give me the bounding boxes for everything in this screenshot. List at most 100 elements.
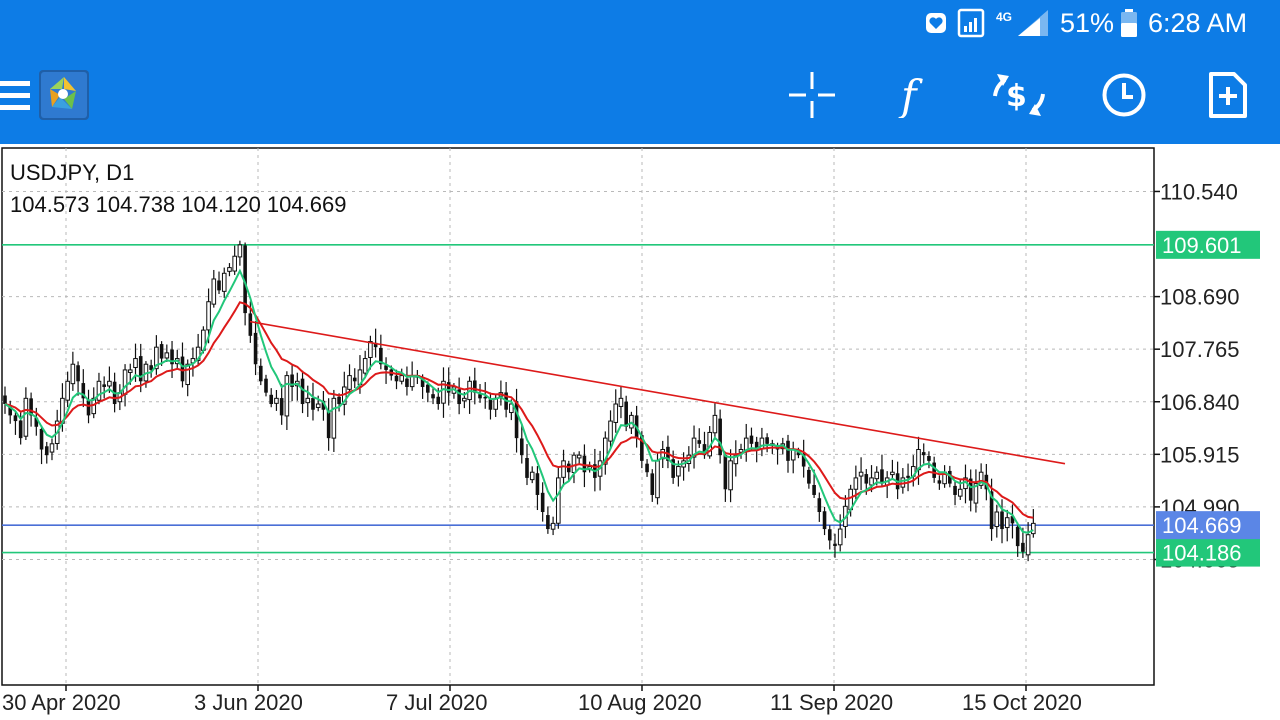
candle-body-bull: [874, 471, 880, 480]
candle-body-bear: [1021, 542, 1025, 552]
candle-body-bull: [65, 380, 70, 401]
candle: [660, 440, 666, 469]
candle-body-bear: [373, 342, 378, 348]
candle-body-bear: [394, 375, 399, 382]
candle-body-bull: [237, 244, 243, 258]
candle-body-bull: [571, 454, 577, 474]
chart-symbol: USDJPY, D1: [10, 160, 134, 185]
candle: [473, 367, 477, 405]
candle: [138, 343, 143, 393]
candle-body-bear: [765, 437, 769, 444]
time-axis: 30 Apr 2020 3 Jun 2020 7 Jul 2020 10 Aug 20…: [2, 685, 1082, 715]
candle: [837, 514, 843, 552]
candle-body-bear: [1015, 526, 1020, 547]
candle: [927, 451, 931, 469]
candle: [921, 443, 926, 464]
new-order-button[interactable]: [1183, 46, 1273, 144]
candle-body-bear: [258, 365, 263, 382]
candle-body-bull: [221, 272, 227, 292]
sim-icon: [956, 0, 986, 46]
candle: [738, 443, 744, 459]
candle-body-bear: [102, 384, 106, 387]
candle-body-bull: [1025, 534, 1031, 556]
candle-body-bull: [994, 511, 1000, 528]
price-chart[interactable]: 110.540108.690107.765106.840105.915104.9…: [0, 144, 1280, 720]
candle: [399, 368, 405, 385]
candle-body-bull: [550, 522, 556, 530]
candle: [217, 271, 221, 294]
candle-body-bear: [718, 418, 722, 456]
moving-averages: [4, 268, 1034, 534]
candle-body-bear: [937, 480, 942, 484]
candle: [906, 463, 910, 492]
candle: [258, 358, 263, 386]
dollar-exchange-icon: $: [993, 74, 1045, 116]
timeframe-button[interactable]: [1079, 46, 1169, 144]
candle-body-bull: [133, 358, 138, 368]
candle-body-bear: [927, 456, 931, 461]
candle-body-bull: [561, 460, 566, 478]
candle-body-bear: [932, 462, 936, 478]
candle: [880, 454, 884, 487]
hamburger-menu-icon[interactable]: [0, 46, 50, 144]
candle: [723, 451, 728, 502]
trade-button[interactable]: $: [974, 46, 1064, 144]
fast-moving-average: [4, 268, 1034, 534]
candle: [801, 439, 806, 478]
candle: [441, 367, 446, 418]
candle-body-bear: [478, 394, 482, 399]
candle-body-bear: [519, 438, 524, 456]
candle-body-bear: [300, 378, 305, 405]
candle-body-bull: [493, 397, 498, 410]
toolbar: f $: [0, 46, 1280, 144]
candle-body-bear: [645, 463, 649, 473]
candle-body-bull: [284, 375, 290, 417]
candle-body-bear: [248, 313, 253, 336]
candle-body-bear: [180, 356, 185, 382]
candle: [426, 381, 430, 403]
candle-body-bull: [206, 301, 211, 331]
candle: [279, 383, 284, 425]
candle-body-bear: [311, 398, 315, 410]
candle-body-bear: [817, 498, 822, 513]
crosshair-button[interactable]: [767, 46, 857, 144]
candle: [331, 389, 337, 452]
candle-body-bull: [368, 341, 373, 358]
candle: [269, 388, 274, 408]
y-tick-label: 107.765: [1160, 337, 1240, 362]
candle: [164, 344, 170, 362]
candle: [807, 466, 811, 489]
candle-body-bear: [243, 245, 247, 314]
candle: [211, 269, 217, 308]
candle: [645, 459, 649, 477]
candle: [608, 410, 613, 449]
candle-body-bear: [217, 280, 221, 291]
candle-body-bull: [1031, 522, 1036, 535]
candle-body-bear: [426, 384, 430, 393]
candle-body-bear: [279, 398, 284, 416]
candle: [603, 431, 608, 475]
ohlc-values: 104.573 104.738 104.120 104.669: [10, 192, 346, 217]
candle: [953, 481, 957, 506]
candle: [149, 359, 153, 378]
candle: [576, 451, 582, 465]
candle: [232, 245, 237, 275]
candle-body-bear: [326, 410, 331, 439]
candle-body-bear: [86, 400, 91, 416]
candle-body-bear: [864, 474, 869, 484]
metatrader-logo-icon[interactable]: [26, 46, 102, 144]
trendline-layer: [249, 320, 1066, 465]
candle-body-bear: [749, 435, 754, 444]
candle: [264, 374, 268, 397]
x-tick-label: 15 Oct 2020: [962, 690, 1082, 715]
price-badge: 104.669: [1156, 511, 1260, 540]
candle: [535, 466, 540, 511]
candle-body-bear: [337, 396, 341, 405]
indicators-button[interactable]: f: [870, 46, 960, 144]
trendline[interactable]: [249, 320, 1066, 465]
candle: [718, 409, 722, 464]
candle: [326, 398, 331, 451]
chart-area[interactable]: 110.540 108.690 107.765 106.840 105.915 104.9…: [0, 144, 1280, 720]
candle-body-bull: [441, 380, 446, 404]
candle: [712, 403, 718, 440]
